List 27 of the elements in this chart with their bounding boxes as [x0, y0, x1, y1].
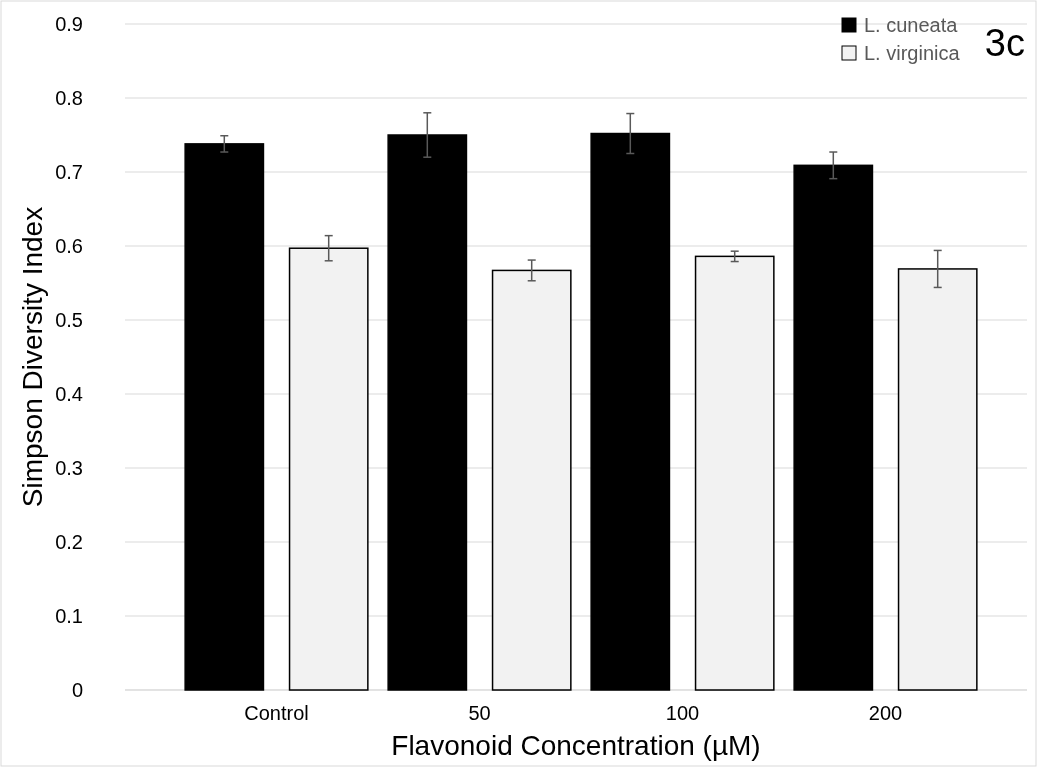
y-tick-label: 0.5: [55, 309, 83, 331]
bar: [793, 164, 874, 691]
bar: [590, 132, 671, 691]
y-tick-label: 0.7: [55, 161, 83, 183]
x-tick-label: 50: [468, 702, 491, 724]
bar: [288, 247, 369, 691]
y-tick-label: 0.4: [55, 383, 83, 405]
legend-label: L. virginica: [864, 42, 961, 64]
bar: [897, 268, 978, 691]
y-tick-label: 0.2: [55, 531, 83, 553]
x-axis-title: Flavonoid Concentration (µM): [391, 730, 761, 761]
annotation: 3c: [984, 22, 1025, 64]
y-tick-label: 0.8: [55, 87, 83, 109]
legend-label: L. cuneata: [864, 14, 959, 36]
x-tick-label: Control: [244, 702, 309, 724]
y-axis-title: Simpson Diversity Index: [17, 206, 48, 508]
x-tick-label: 200: [868, 702, 903, 724]
bar: [184, 143, 265, 691]
y-tick-label: 0: [71, 679, 83, 701]
bar: [694, 255, 775, 691]
bar: [491, 269, 572, 691]
y-tick-label: 0.3: [55, 457, 83, 479]
x-tick-label: 100: [665, 702, 700, 724]
y-tick-label: 0.1: [55, 605, 83, 627]
y-tick-label: 0.9: [55, 13, 83, 35]
bar: [387, 134, 468, 691]
y-tick-label: 0.6: [55, 235, 83, 257]
